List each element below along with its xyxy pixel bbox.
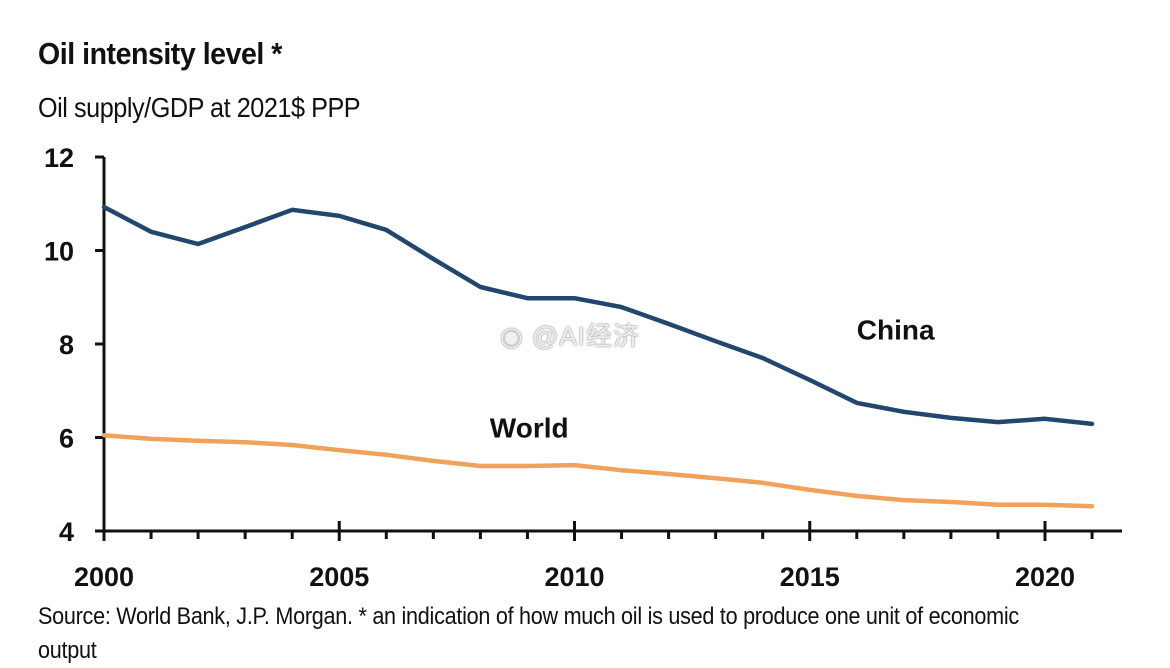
watermark: ◉ @AI经济 [500,316,640,353]
series-label-china: China [857,314,935,345]
x-tick-label: 2015 [780,562,840,592]
series-line-world [101,432,1095,509]
labels-group: China World [490,314,935,443]
y-tick-label: 4 [59,517,74,547]
axes: 4 6 8 10 12 2000 2005 2010 2015 2020 [44,143,1122,592]
y-tick-label: 8 [59,330,74,360]
series-label-world: World [490,413,569,444]
x-tick-label: 2005 [309,562,369,592]
x-tick-label: 2020 [1015,562,1075,592]
watermark-text: @AI经济 [531,321,640,351]
x-tick-label: 2010 [544,562,604,592]
series-group [101,204,1095,509]
y-tick-label: 6 [59,424,74,454]
weibo-icon: ◉ [500,321,532,351]
source-note: Source: World Bank, J.P. Morgan. * an in… [38,603,1019,664]
chart-subtitle: Oil supply/GDP at 2021$ PPP [38,92,361,123]
x-tick-label: 2000 [74,562,134,592]
y-tick-label: 12 [44,143,74,173]
series-line-china [101,204,1095,427]
y-tick-label: 10 [44,237,74,267]
chart-title: Oil intensity level * [38,36,282,71]
